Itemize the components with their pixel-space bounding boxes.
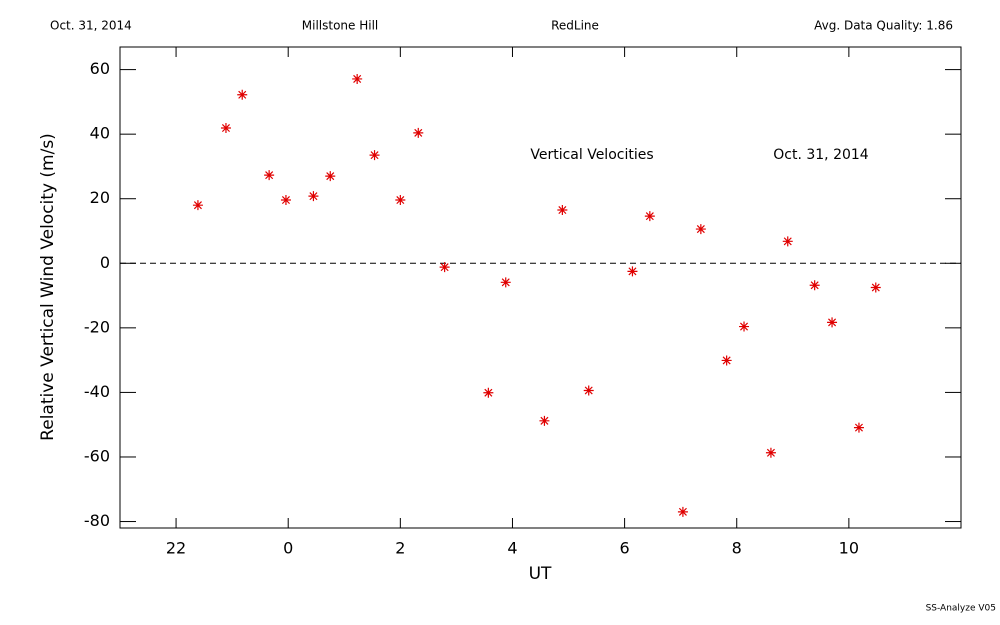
data-point xyxy=(237,89,248,100)
x-tick-label: 6 xyxy=(620,539,630,558)
data-point xyxy=(853,422,864,433)
data-point xyxy=(280,195,291,206)
data-point xyxy=(557,205,568,216)
data-point xyxy=(192,200,203,211)
x-axis-label: UT xyxy=(529,564,552,584)
data-point xyxy=(739,321,750,332)
x-tick-label: 8 xyxy=(732,539,742,558)
y-tick-label: -40 xyxy=(84,382,110,401)
annotation: Oct. 31, 2014 xyxy=(773,147,869,163)
annotation: Vertical Velocities xyxy=(530,147,653,163)
data-point xyxy=(721,355,732,366)
data-point xyxy=(583,385,594,396)
data-point xyxy=(695,224,706,235)
header-date: Oct. 31, 2014 xyxy=(50,19,132,33)
y-tick-label: -80 xyxy=(84,511,110,530)
y-tick-label: 60 xyxy=(90,59,110,78)
data-point xyxy=(308,191,319,202)
data-point xyxy=(395,195,406,206)
y-tick-label: 0 xyxy=(100,253,110,272)
data-point xyxy=(369,150,380,161)
data-point xyxy=(677,506,688,517)
y-tick-label: -60 xyxy=(84,446,110,465)
y-tick-label: 20 xyxy=(90,188,110,207)
y-tick-label: -20 xyxy=(84,317,110,336)
header-site: Millstone Hill xyxy=(302,19,378,33)
data-point xyxy=(644,211,655,222)
data-point xyxy=(264,170,275,181)
data-point xyxy=(809,280,820,291)
data-point xyxy=(782,236,793,247)
data-point xyxy=(325,171,336,182)
data-point xyxy=(627,266,638,277)
x-tick-label: 0 xyxy=(283,539,293,558)
data-point xyxy=(500,277,511,288)
header-line: RedLine xyxy=(551,19,599,33)
data-point xyxy=(220,123,231,134)
data-point xyxy=(539,415,550,426)
y-axis-label: Relative Vertical Wind Velocity (m/s) xyxy=(38,133,58,441)
x-tick-label: 22 xyxy=(166,539,186,558)
x-tick-label: 4 xyxy=(507,539,517,558)
data-point xyxy=(439,262,450,273)
data-point xyxy=(870,282,881,293)
data-point xyxy=(483,387,494,398)
x-tick-label: 10 xyxy=(839,539,859,558)
data-point xyxy=(765,447,776,458)
x-tick-label: 2 xyxy=(395,539,405,558)
plot-frame xyxy=(119,46,962,529)
data-point xyxy=(413,127,424,138)
header-quality: Avg. Data Quality: 1.86 xyxy=(814,19,953,33)
data-point xyxy=(352,73,363,84)
y-tick-label: 40 xyxy=(90,124,110,143)
footer: SS-Analyze V05 xyxy=(926,604,996,614)
data-point xyxy=(827,317,838,328)
